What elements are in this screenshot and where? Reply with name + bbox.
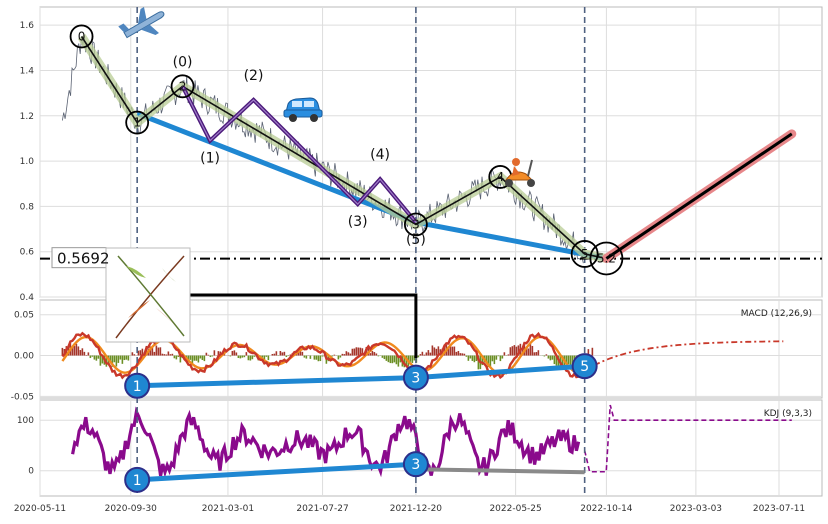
car-icon xyxy=(283,97,323,122)
kdj-panel xyxy=(39,399,823,497)
y-tick-label: 0 xyxy=(28,467,34,477)
sub-wave-label: (3) xyxy=(348,214,368,230)
x-tick-label: 2023-07-11 xyxy=(753,504,805,514)
macd-marker-label: 1 xyxy=(133,379,142,395)
macd-marker-label: 3 xyxy=(411,371,420,387)
wave-marker xyxy=(403,212,428,237)
sub-wave-label: (2) xyxy=(244,68,264,84)
wave-label: 3 xyxy=(412,218,420,232)
sub-wave-label: (1) xyxy=(200,151,220,167)
airplane-icon xyxy=(118,7,165,39)
x-tick-label: 2022-05-25 xyxy=(489,504,541,514)
plant-image xyxy=(105,247,191,343)
macd-marker xyxy=(124,372,151,399)
y-tick-label: -0.05 xyxy=(11,392,34,402)
x-tick-label: 2020-05-11 xyxy=(14,504,66,514)
kdj-gray-line xyxy=(415,467,585,475)
x-tick-label: 2023-03-03 xyxy=(670,504,722,514)
macd-marker xyxy=(571,353,598,380)
macd-marker-label: 5 xyxy=(580,359,589,375)
sub-wave-highlight xyxy=(182,86,417,223)
y-tick-label: 1.0 xyxy=(20,157,35,167)
plant-stem xyxy=(115,255,185,339)
wave-marker xyxy=(170,74,195,99)
wave-marker xyxy=(570,240,599,268)
scooter-rider-head xyxy=(512,158,520,166)
scooter-handle xyxy=(527,159,533,177)
x-tick-label: 2020-09-30 xyxy=(105,504,158,514)
sub-wave-label: (0) xyxy=(173,54,193,70)
wave-line xyxy=(80,36,607,260)
wave-marker xyxy=(589,241,624,276)
plant-leaf xyxy=(126,266,146,278)
y-tick-label: 0.4 xyxy=(20,293,35,303)
scooter-wheel xyxy=(527,179,535,187)
kdj-trend-line xyxy=(137,461,417,483)
connector-line xyxy=(190,293,418,358)
wave-label: 0 xyxy=(78,29,86,43)
wave-label: 4 xyxy=(496,170,504,184)
macd-marker xyxy=(402,364,429,391)
airplane-wing xyxy=(140,24,159,35)
x-tick-label: 2021-03-01 xyxy=(202,504,254,514)
y-tick-label: 100 xyxy=(17,416,34,426)
airplane-body xyxy=(123,11,165,39)
plant-leaf xyxy=(128,300,150,318)
kdj-marker-label: 3 xyxy=(411,457,420,473)
plant-stem xyxy=(117,255,185,337)
sub-wave-label: (4) xyxy=(370,147,390,163)
kdj-title: KDJ (9,3,3) xyxy=(764,409,812,419)
x-tick-label: 2021-12-20 xyxy=(390,504,443,514)
airplane-wing xyxy=(137,7,147,25)
car-wheel xyxy=(310,114,318,122)
scooter-rider xyxy=(512,166,520,176)
kdj-marker-label: 1 xyxy=(133,473,142,489)
car-window xyxy=(292,101,302,107)
car-window xyxy=(304,101,314,107)
wave-label: 1 xyxy=(133,116,141,130)
y-tick-label: 1.4 xyxy=(20,66,35,76)
y-tick-label: 0.8 xyxy=(20,202,35,212)
car-wheel xyxy=(289,114,297,122)
y-tick-label: 1.6 xyxy=(20,21,35,31)
macd-forecast-line xyxy=(593,340,784,367)
wave-label: 5.2 xyxy=(597,251,616,265)
y-tick-label: 0.05 xyxy=(14,311,34,321)
sub-wave-label: (5) xyxy=(406,232,426,248)
wave-label: 5 xyxy=(581,247,589,261)
kdj-marker xyxy=(124,466,151,493)
scooter-icon xyxy=(505,158,535,187)
kdj-line xyxy=(71,406,581,478)
wave-label: 2 xyxy=(179,79,187,93)
kdj-forecast-line xyxy=(583,404,792,473)
airplane-tail xyxy=(118,23,130,33)
projection-line xyxy=(605,132,793,260)
wave-marker xyxy=(125,110,150,135)
x-tick-label: 2021-07-27 xyxy=(296,504,348,514)
y-tick-label: 0.6 xyxy=(20,248,35,258)
wave-marker xyxy=(69,24,94,49)
scooter-wheel xyxy=(505,179,513,187)
macd-title: MACD (12,26,9) xyxy=(741,309,812,319)
level-label: 0.5692 xyxy=(57,250,110,268)
y-tick-label: 0.00 xyxy=(14,352,34,362)
y-tick-label: 1.2 xyxy=(20,112,34,122)
kdj-marker xyxy=(402,451,429,478)
x-tick-label: 2022-10-14 xyxy=(580,504,633,514)
